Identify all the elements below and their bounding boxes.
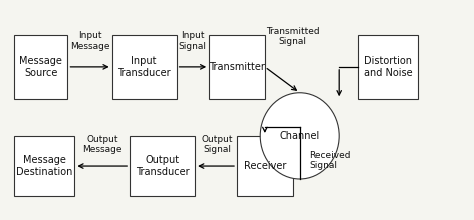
Bar xyxy=(111,35,177,99)
Bar xyxy=(14,136,74,196)
Text: Input
Transducer: Input Transducer xyxy=(117,56,171,78)
Text: Output
Message: Output Message xyxy=(82,135,122,154)
Text: Output
Signal: Output Signal xyxy=(202,135,233,154)
Text: Input
Message: Input Message xyxy=(70,31,109,51)
Text: Message
Destination: Message Destination xyxy=(16,155,73,177)
Text: Received
Signal: Received Signal xyxy=(309,151,350,170)
Ellipse shape xyxy=(260,93,339,179)
Bar xyxy=(209,35,265,99)
Bar xyxy=(130,136,195,196)
Text: Message
Source: Message Source xyxy=(19,56,62,78)
Text: Input
Signal: Input Signal xyxy=(179,31,207,51)
Text: Transmitter: Transmitter xyxy=(209,62,265,72)
Text: Receiver: Receiver xyxy=(244,161,286,171)
Text: Channel: Channel xyxy=(280,131,320,141)
Text: Transmitted
Signal: Transmitted Signal xyxy=(266,27,319,46)
Bar xyxy=(358,35,418,99)
Text: Output
Transducer: Output Transducer xyxy=(136,155,190,177)
Text: Distortion
and Noise: Distortion and Noise xyxy=(364,56,412,78)
Bar xyxy=(14,35,67,99)
Bar xyxy=(237,136,293,196)
